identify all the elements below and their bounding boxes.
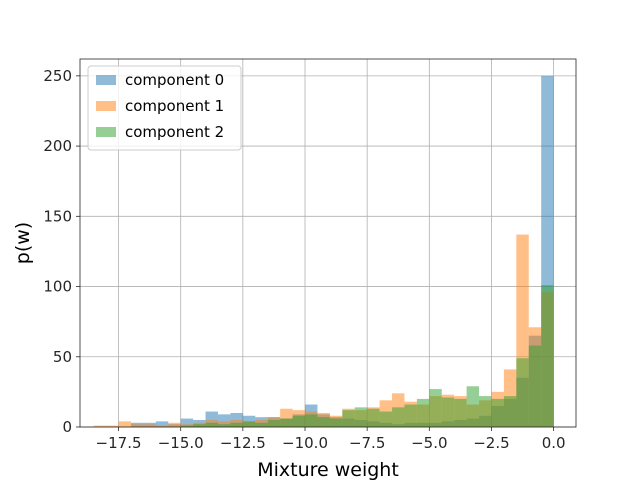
grid-lines <box>80 59 576 428</box>
bar-component-1 <box>168 422 181 427</box>
legend: component 0 component 1 component 2 <box>87 65 242 151</box>
legend-box <box>87 65 242 151</box>
bar-component-2 <box>242 421 256 427</box>
x-tick-label: −5.0 <box>411 434 447 452</box>
bar-component-2 <box>491 398 504 427</box>
bar-component-2 <box>454 398 467 427</box>
bar-component-1 <box>155 425 169 427</box>
bar-component-2 <box>441 397 455 427</box>
bar-component-1 <box>130 424 144 427</box>
x-tick-label: −17.5 <box>96 434 142 452</box>
bar-component-2 <box>329 418 343 427</box>
bar-component-1 <box>93 425 107 427</box>
bar-component-2 <box>516 358 529 427</box>
bar-component-2 <box>379 411 393 427</box>
bar-component-2 <box>280 418 293 427</box>
bar-component-1 <box>118 421 131 427</box>
y-axis-label: p(w) <box>12 222 34 264</box>
x-tick-label: 0.0 <box>542 434 566 452</box>
bar-component-2 <box>392 407 405 427</box>
bar-component-2 <box>255 422 268 427</box>
histogram-bars <box>93 75 554 427</box>
bar-component-2 <box>466 386 480 427</box>
legend-label-component-1: component 1 <box>125 97 224 115</box>
y-tick-label: 250 <box>43 67 72 85</box>
bar-component-2 <box>180 425 194 427</box>
y-tick-label: 100 <box>43 278 72 296</box>
legend-swatch-component-2 <box>96 127 116 137</box>
y-tick-label: 200 <box>43 137 72 155</box>
x-tick-label: −15.0 <box>158 434 204 452</box>
y-tick-label: 50 <box>53 348 72 366</box>
bar-component-2 <box>317 417 330 427</box>
legend-swatch-component-0 <box>96 75 116 85</box>
bar-component-2 <box>528 345 542 427</box>
plot-area-frame <box>79 58 577 428</box>
x-axis-ticks: −17.5 −15.0 −12.5 −10.0 −7.5 −5.0 −2.5 0.0 <box>96 427 566 452</box>
bar-component-2 <box>429 389 442 427</box>
legend-label-component-0: component 0 <box>125 71 224 89</box>
bar-component-2 <box>217 424 231 427</box>
bar-component-0 <box>180 418 194 427</box>
x-tick-label: −12.5 <box>220 434 266 452</box>
bar-component-0 <box>155 421 169 427</box>
bar-component-2 <box>205 422 218 427</box>
y-tick-label: 150 <box>43 207 72 225</box>
bar-component-2 <box>479 396 492 427</box>
legend-swatch-component-1 <box>96 101 116 111</box>
bar-component-2 <box>541 285 554 427</box>
x-axis-label: Mixture weight <box>257 459 399 480</box>
bar-component-2 <box>503 396 517 427</box>
bar-component-1 <box>143 424 156 427</box>
bar-component-2 <box>342 410 355 427</box>
bar-component-2 <box>416 398 430 427</box>
bar-component-2 <box>305 414 318 427</box>
x-tick-label: −7.5 <box>349 434 385 452</box>
x-tick-label: −10.0 <box>282 434 328 452</box>
bar-component-2 <box>354 407 368 427</box>
bar-component-2 <box>404 404 417 427</box>
bar-component-2 <box>292 415 306 427</box>
y-axis-ticks: 0 50 100 150 200 250 <box>43 67 80 436</box>
bar-component-1 <box>180 424 194 427</box>
bar-component-1 <box>106 425 119 427</box>
y-tick-label: 0 <box>62 418 72 436</box>
bar-component-2 <box>367 408 380 427</box>
bar-component-2 <box>230 422 243 427</box>
bar-component-2 <box>267 419 281 427</box>
legend-label-component-2: component 2 <box>125 123 224 141</box>
x-tick-label: −2.5 <box>473 434 509 452</box>
bar-component-2 <box>193 424 206 427</box>
